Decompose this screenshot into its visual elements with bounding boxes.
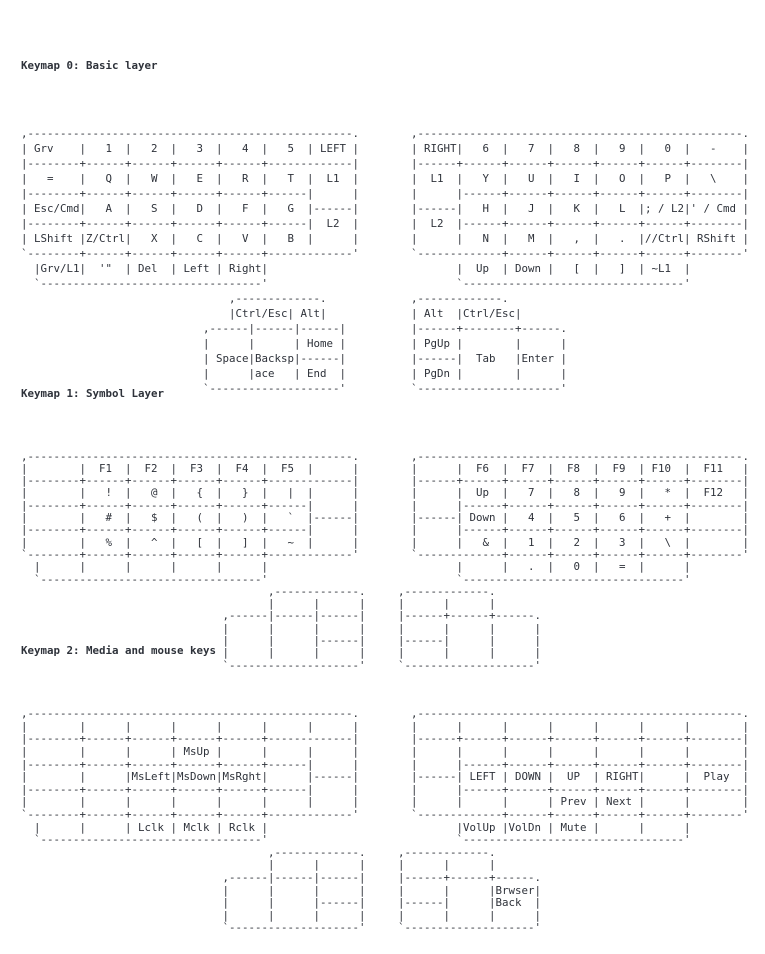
- keymap-2-heading: Keymap 2: Media and mouse keys: [21, 644, 217, 657]
- keymap-0-section: Keymap 0: Basic layer ,-----------------…: [21, 20, 749, 415]
- keymap-1-ascii-art: ,---------------------------------------…: [21, 449, 750, 672]
- keymap-0-ascii-art: ,---------------------------------------…: [21, 127, 750, 395]
- keymap-0-heading: Keymap 0: Basic layer: [21, 59, 158, 72]
- keymap-2-ascii-art: ,---------------------------------------…: [21, 707, 750, 935]
- document-page: { "page": { "background_color": "#ffffff…: [21, 20, 750, 935]
- keymap-2-section: Keymap 2: Media and mouse keys ,--------…: [21, 607, 749, 954]
- keymap-1-section: Keymap 1: Symbol Layer ,----------------…: [21, 350, 749, 691]
- keymap-1-heading: Keymap 1: Symbol Layer: [21, 387, 165, 400]
